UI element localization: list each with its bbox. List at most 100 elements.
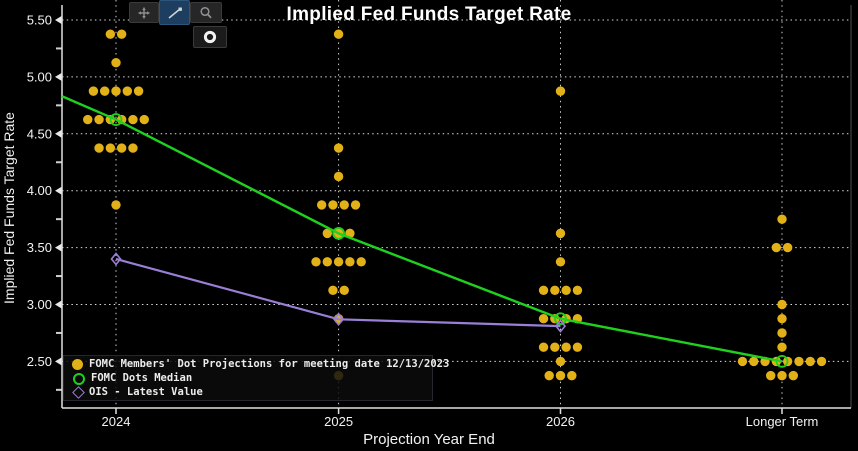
dot-marker-tool-button[interactable] xyxy=(193,26,227,48)
fomc-dot xyxy=(322,257,332,267)
fomc-dot xyxy=(550,285,560,295)
fomc-dot xyxy=(316,200,327,210)
fomc-dot xyxy=(128,114,138,125)
y-tick-label: 3.50 xyxy=(27,240,52,255)
y-tick-label: 2.50 xyxy=(27,354,52,369)
fomc-dot xyxy=(572,285,583,295)
fomc-dot xyxy=(133,86,144,96)
ois-open-diamond xyxy=(110,252,122,266)
fomc-dot xyxy=(311,257,321,267)
fomc-dot xyxy=(555,370,566,381)
fomc-dot xyxy=(555,228,566,239)
fomc-dot xyxy=(777,314,787,324)
fomc-dot xyxy=(538,314,549,324)
fomc-dot xyxy=(816,356,827,367)
fomc-dot xyxy=(544,370,554,381)
median-line xyxy=(61,95,783,363)
y-tick-arrow xyxy=(55,129,62,138)
y-tick-label: 4.00 xyxy=(27,183,52,198)
fomc-dot xyxy=(782,242,793,253)
fomc-dot xyxy=(555,356,566,367)
draw-line-tool-button[interactable] xyxy=(159,0,190,25)
fomc-dot xyxy=(139,114,149,125)
pan-icon xyxy=(136,6,152,20)
y-tick-label: 4.50 xyxy=(27,126,52,141)
fomc-dot xyxy=(105,29,116,39)
fomc-dot xyxy=(328,285,338,295)
y-tick-arrow xyxy=(55,357,62,366)
y-tick-label: 5.00 xyxy=(27,69,52,84)
fomc-dot xyxy=(116,143,127,153)
fomc-dot xyxy=(345,257,355,267)
fomc-dot xyxy=(328,200,338,210)
fomc-dot xyxy=(788,370,798,381)
y-tick-label: 3.00 xyxy=(27,297,52,312)
x-tick-label: 2025 xyxy=(324,414,353,429)
fomc-dot xyxy=(116,29,127,39)
fomc-dot xyxy=(94,143,104,153)
fomc-dot xyxy=(771,242,782,253)
x-axis-title: Projection Year End xyxy=(363,431,495,448)
legend-label: OIS - Latest Value xyxy=(89,386,203,398)
magnifier-icon xyxy=(198,6,214,20)
fomc-dot xyxy=(100,86,110,96)
median-open-circle xyxy=(775,354,789,368)
fomc-dot xyxy=(94,114,104,125)
fomc-dot xyxy=(333,171,344,182)
fomc-dot xyxy=(555,257,566,267)
fomc-dot xyxy=(538,342,549,352)
draw-line-icon xyxy=(167,6,183,20)
fomc-dot xyxy=(572,342,583,352)
fomc-dot xyxy=(333,29,344,39)
ois-line xyxy=(115,257,561,328)
fomc-dot xyxy=(567,370,577,381)
fomc-dot xyxy=(111,200,121,210)
x-tick-label: Longer Term xyxy=(746,414,819,429)
fomc-dot xyxy=(737,356,748,367)
legend-label: FOMC Dots Median xyxy=(91,372,193,384)
fomc-dot xyxy=(805,356,815,367)
fomc-dot xyxy=(111,57,121,68)
fomc-dot xyxy=(333,143,344,153)
fomc-dot xyxy=(561,285,571,295)
fomc-dot xyxy=(333,257,344,267)
median-open-circle xyxy=(332,226,346,240)
dot-marker-icon xyxy=(203,30,217,44)
fomc-dot xyxy=(777,299,787,310)
legend-item-fomc-median[interactable]: FOMC Dots Median xyxy=(70,372,432,385)
legend-item-ois[interactable]: OIS - Latest Value xyxy=(70,386,432,399)
fomc-dot xyxy=(122,86,132,96)
fomc-dot xyxy=(777,370,787,381)
x-tick-label: 2024 xyxy=(102,414,131,429)
filled-dot-icon xyxy=(72,359,83,370)
y-tick-arrow xyxy=(55,243,62,252)
legend-label: FOMC Members' Dot Projections for meetin… xyxy=(89,358,450,370)
y-tick-arrow xyxy=(55,15,62,25)
legend-item-fomc-dots[interactable]: FOMC Members' Dot Projections for meetin… xyxy=(70,359,449,370)
open-diamond-icon xyxy=(72,386,85,399)
fomc-dot xyxy=(777,328,787,338)
pan-tool-button[interactable] xyxy=(129,2,159,23)
median-open-circle xyxy=(109,113,123,126)
fomc-dot xyxy=(777,342,787,352)
y-tick-arrow xyxy=(55,300,62,309)
ois-open-diamond xyxy=(554,319,567,333)
median-open-circle xyxy=(554,312,567,326)
fomc-dot xyxy=(88,86,99,96)
fomc-dot xyxy=(561,342,571,352)
fomc-dot xyxy=(749,356,759,367)
fomc-dot xyxy=(339,200,349,210)
chart-legend: FOMC Members' Dot Projections for meetin… xyxy=(63,355,449,401)
fomc-dot xyxy=(322,228,332,239)
fomc-dot xyxy=(105,143,116,153)
y-tick-arrow xyxy=(55,186,62,195)
open-circle-icon xyxy=(73,372,85,385)
zoom-tool-button[interactable] xyxy=(190,2,222,23)
fomc-dot xyxy=(83,114,93,125)
x-tick-label: 2026 xyxy=(546,414,575,429)
fomc-dot xyxy=(128,143,138,153)
fomc-dot xyxy=(766,370,776,381)
y-tick-arrow xyxy=(55,72,62,82)
